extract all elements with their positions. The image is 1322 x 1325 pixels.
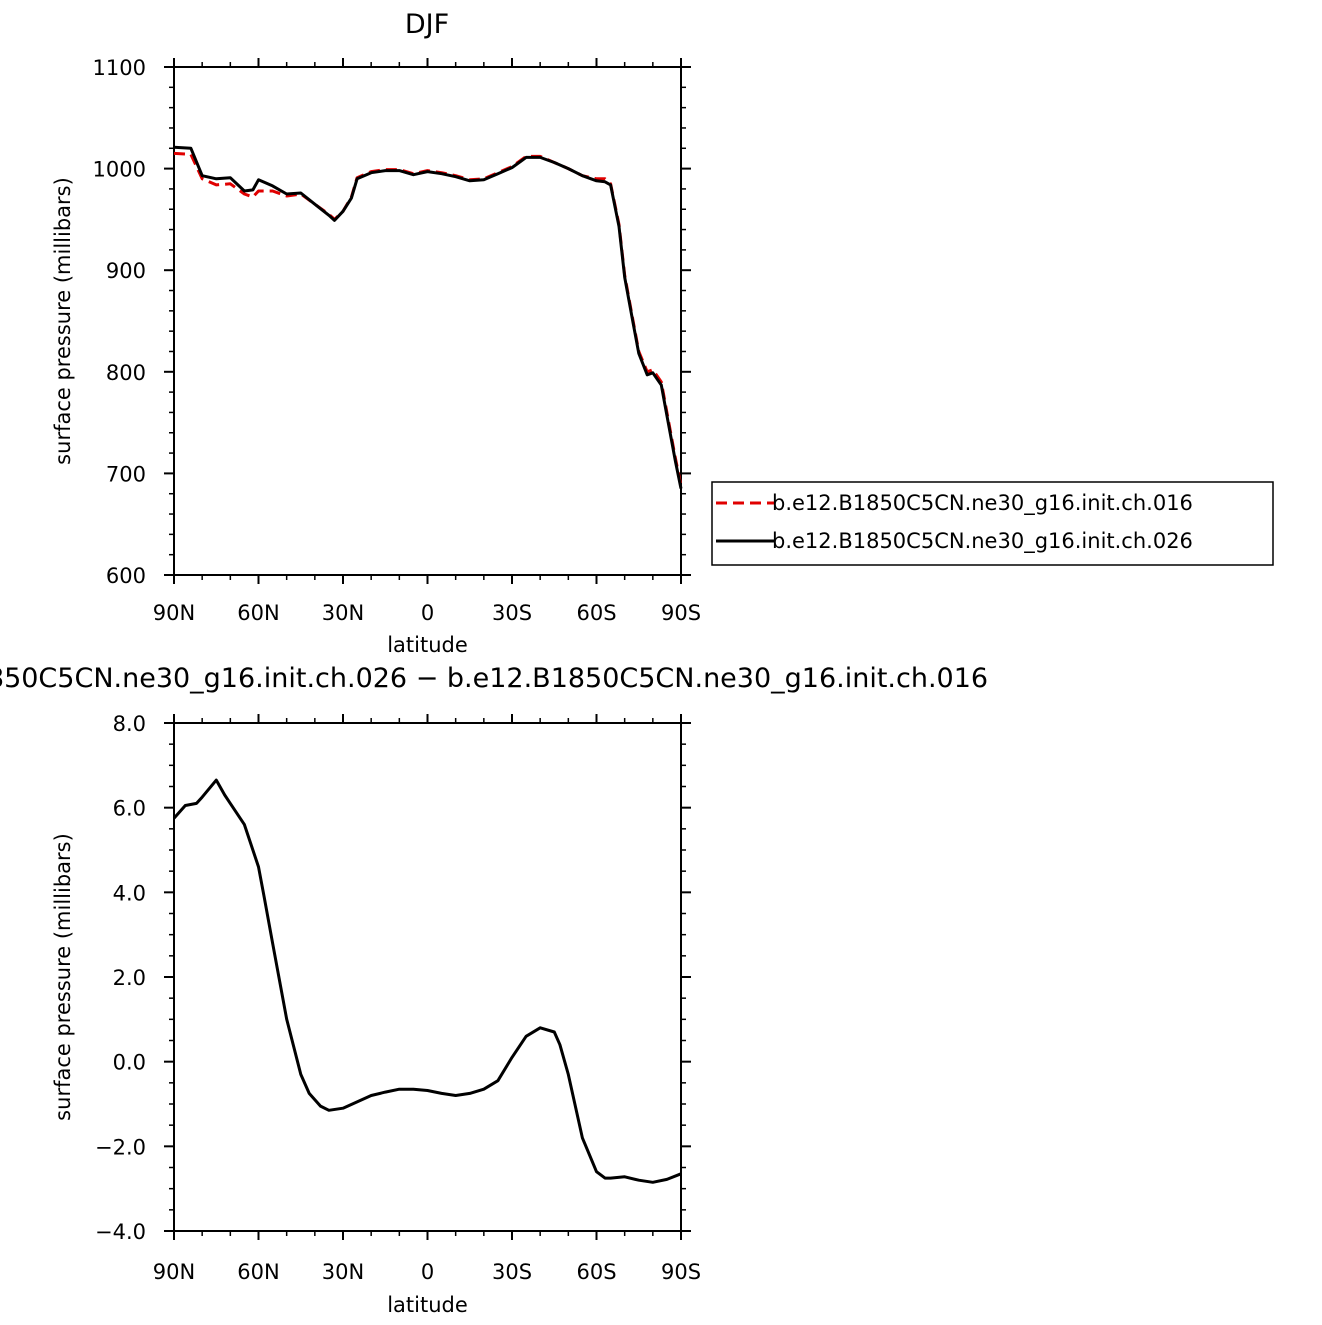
series-line-difference [172, 778, 682, 1184]
top-legend: b.e12.B1850C5CN.ne30_g16.init.ch.016 b.e… [711, 481, 1274, 566]
top-panel: DJF 600 700 800 900 1000 1100 90N 60N 30N 0 30S 60… [51, 9, 1274, 657]
y-tick-label: 8.0 [113, 712, 146, 736]
bottom-x-ticks: 90N 60N 30N 0 30S 60S 90S [153, 714, 701, 1284]
y-tick-label: 1000 [93, 158, 146, 182]
x-tick-label: 60N [237, 1260, 279, 1284]
bottom-plot-frame [173, 722, 682, 1232]
y-tick-label: 600 [106, 564, 146, 588]
top-y-axis-label: surface pressure (millibars) [51, 177, 75, 465]
bottom-y-ticks: −4.0 −2.0 0.0 2.0 4.0 6.0 8.0 [95, 712, 691, 1244]
bottom-minor-ticks [169, 718, 686, 1236]
bottom-x-axis-label: latitude [387, 1293, 468, 1317]
x-tick-label: 90S [661, 601, 701, 625]
bottom-y-axis-label: surface pressure (millibars) [51, 833, 75, 1121]
x-tick-label: 30S [492, 1260, 532, 1284]
y-tick-label: 4.0 [113, 881, 146, 905]
series-line-026 [173, 145, 683, 489]
y-tick-label: 2.0 [113, 966, 146, 990]
x-tick-label: 30S [492, 601, 532, 625]
x-tick-label: 60S [576, 601, 616, 625]
top-plot-frame [173, 66, 682, 576]
top-minor-ticks [169, 62, 686, 580]
top-chart-title: DJF [405, 9, 449, 40]
top-x-ticks: 90N 60N 30N 0 30S 60S 90S [153, 58, 701, 625]
x-tick-label: 30N [322, 1260, 364, 1284]
bottom-panel: b.e12.B1850C5CN.ne30_g16.init.ch.026 − b… [0, 663, 988, 1317]
x-tick-label: 60S [576, 1260, 616, 1284]
y-tick-label: 0.0 [113, 1051, 146, 1075]
series-line-016 [173, 151, 683, 486]
x-tick-label: 60N [237, 601, 279, 625]
y-tick-label: −4.0 [95, 1220, 146, 1244]
top-series-group [173, 145, 683, 489]
x-tick-label: 30N [322, 601, 364, 625]
x-tick-label: 90N [153, 1260, 195, 1284]
bottom-chart-title: b.e12.B1850C5CN.ne30_g16.init.ch.026 − b… [0, 663, 988, 694]
legend-box [711, 481, 1274, 566]
y-tick-label: −2.0 [95, 1135, 146, 1159]
y-tick-label: 700 [106, 462, 146, 486]
top-y-ticks: 600 700 800 900 1000 1100 [93, 56, 691, 588]
y-tick-label: 6.0 [113, 797, 146, 821]
legend-label-026: b.e12.B1850C5CN.ne30_g16.init.ch.026 [772, 529, 1193, 554]
x-tick-label: 90S [661, 1260, 701, 1284]
x-tick-label: 90N [153, 601, 195, 625]
y-tick-label: 1100 [93, 56, 146, 80]
top-x-axis-label: latitude [387, 633, 468, 657]
x-tick-label: 0 [421, 1260, 434, 1284]
x-tick-label: 0 [421, 601, 434, 625]
bottom-series-group [172, 778, 682, 1184]
legend-label-016: b.e12.B1850C5CN.ne30_g16.init.ch.016 [772, 491, 1193, 516]
y-tick-label: 900 [106, 259, 146, 283]
y-tick-label: 800 [106, 361, 146, 385]
